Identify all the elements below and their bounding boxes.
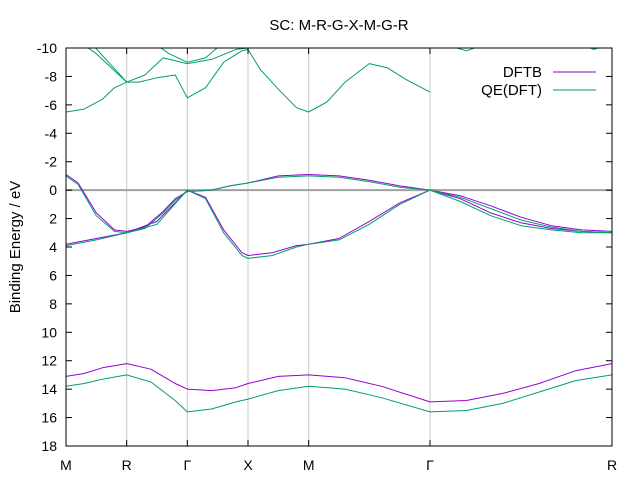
x-tick-label-0: M	[60, 457, 72, 473]
series-0-band-4	[66, 363, 612, 403]
x-tick-label-4: M	[303, 457, 315, 473]
series-1-band-6	[308, 63, 431, 113]
series-1-band-10	[455, 48, 476, 52]
y-tick-label-6: 2	[49, 211, 57, 227]
y-tick-label-4: -2	[45, 154, 58, 170]
series-0-band-3	[308, 189, 612, 245]
series-1-band-2	[66, 189, 309, 259]
series-1-band-3	[308, 189, 612, 245]
legend-label-1: QE(DFT)	[481, 82, 542, 99]
legend-label-0: DFTB	[503, 64, 542, 81]
y-tick-label-9: 8	[49, 296, 57, 312]
series-1-band-11	[588, 48, 600, 50]
series-1-band-9	[160, 48, 218, 63]
y-axis-label: Binding Energy / eV	[7, 181, 24, 314]
y-tick-label-7: 4	[49, 239, 57, 255]
series-1-band-0	[66, 175, 309, 234]
y-tick-label-12: 14	[41, 381, 57, 397]
x-tick-label-6: R	[607, 457, 617, 473]
x-tick-label-2: Γ	[183, 457, 191, 473]
y-tick-label-1: -8	[45, 68, 58, 84]
series-1-band-1	[308, 175, 612, 234]
y-tick-label-3: -4	[45, 125, 58, 141]
y-tick-label-5: 0	[49, 182, 57, 198]
y-tick-label-13: 16	[41, 410, 57, 426]
series-1-band-8	[87, 48, 128, 83]
x-tick-label-1: R	[122, 457, 132, 473]
grid-layer	[126, 48, 431, 446]
series-1-band-5	[66, 48, 309, 113]
chart-title: SC: M-R-G-X-M-G-R	[269, 17, 408, 34]
series-1-band-7	[94, 48, 249, 83]
y-tick-label-0: -10	[37, 40, 57, 56]
y-tick-label-11: 12	[41, 353, 57, 369]
series-layer	[66, 48, 612, 413]
x-tick-label-5: Γ	[426, 457, 434, 473]
series-1-band-4	[66, 374, 612, 413]
y-tick-label-2: -6	[45, 97, 58, 113]
x-tick-label-3: X	[243, 457, 253, 473]
y-tick-label-8: 6	[49, 267, 57, 283]
y-tick-label-14: 18	[41, 438, 57, 454]
series-0-band-1	[308, 174, 612, 232]
y-tick-label-10: 10	[41, 324, 57, 340]
